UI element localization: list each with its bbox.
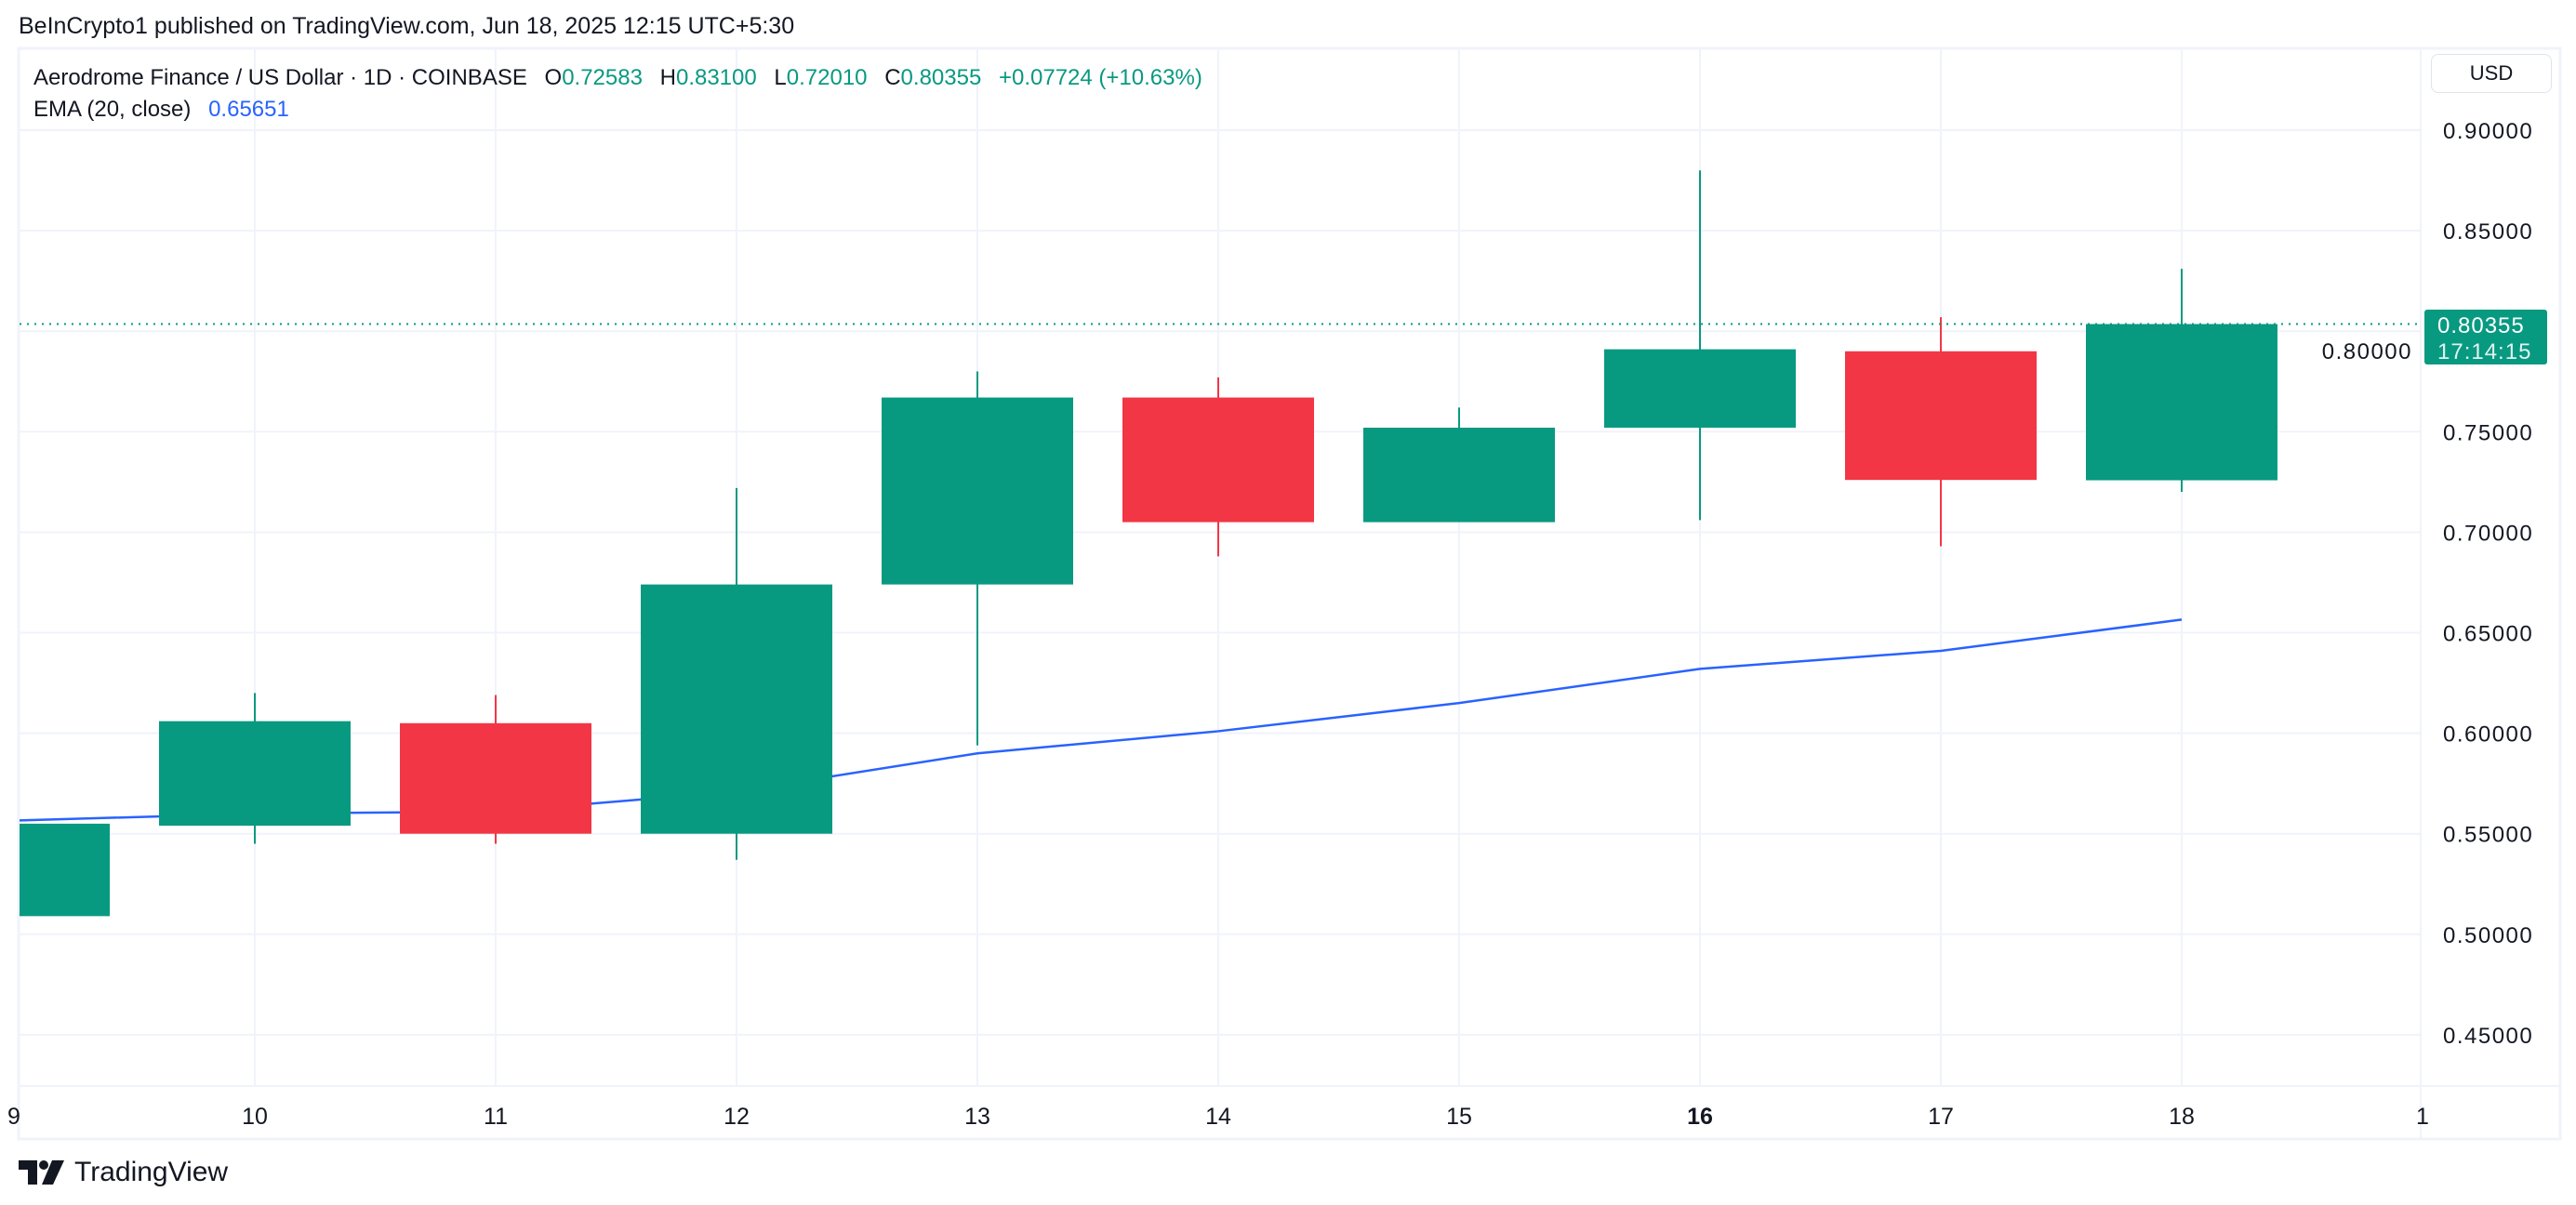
- open-value: 0.72583: [562, 65, 643, 90]
- close-label: C: [884, 65, 901, 90]
- y-tick-label: 0.45000: [2443, 1024, 2533, 1049]
- change-value: +0.07724 (+10.63%): [998, 65, 1202, 90]
- high-value: 0.83100: [675, 65, 757, 90]
- candle: [159, 693, 351, 844]
- candle: [882, 371, 1073, 746]
- low-label: L: [774, 65, 787, 90]
- high-label: H: [659, 65, 676, 90]
- candle: [1363, 407, 1555, 523]
- y-tick-label: 0.85000: [2443, 219, 2533, 245]
- candle-body: [641, 584, 832, 834]
- candle-body: [2086, 324, 2277, 481]
- candle-body: [20, 823, 110, 917]
- x-tick-label: 15: [1446, 1104, 1472, 1130]
- candle-body: [400, 722, 591, 834]
- x-tick-label: 17: [1928, 1104, 1954, 1130]
- candle: [2086, 269, 2277, 492]
- x-tick-label: 11: [484, 1104, 508, 1130]
- candle: [1122, 377, 1314, 557]
- x-tick-label: 12: [724, 1104, 750, 1130]
- low-value: 0.72010: [786, 65, 868, 90]
- tradingview-logo-icon: [19, 1160, 64, 1185]
- y-tick-label: 0.65000: [2443, 622, 2533, 647]
- chart-frame: [17, 46, 2562, 1141]
- ema-label[interactable]: EMA (20, close): [33, 97, 192, 122]
- y-tick-label: 0.80000: [2322, 339, 2412, 364]
- ema-legend: EMA (20, close) 0.65651: [33, 97, 289, 123]
- candle-body: [1604, 349, 1796, 428]
- candle-body: [159, 721, 351, 827]
- candle: [1604, 170, 1796, 521]
- ema-line: [20, 618, 2183, 822]
- y-tick-label: 0.55000: [2443, 823, 2533, 848]
- tradingview-brand: TradingView: [74, 1157, 229, 1187]
- x-tick-label: 16: [1687, 1104, 1713, 1130]
- x-tick-label: 13: [964, 1104, 990, 1130]
- bar-countdown: 17:14:15: [2437, 339, 2531, 364]
- x-tick-label: 14: [1205, 1104, 1231, 1130]
- symbol-legend: Aerodrome Finance / US Dollar · 1D · COI…: [33, 65, 1202, 91]
- open-label: O: [544, 65, 563, 90]
- x-tick-label: 18: [2169, 1104, 2195, 1130]
- candle: [641, 487, 832, 860]
- currency-button[interactable]: USD: [2431, 54, 2552, 93]
- y-tick-label: 0.60000: [2443, 722, 2533, 748]
- published-caption: BeInCrypto1 published on TradingView.com…: [19, 13, 795, 39]
- candle-body: [882, 397, 1073, 585]
- candle: [400, 695, 591, 844]
- x-tick-label: 1: [2416, 1104, 2429, 1130]
- symbol-name[interactable]: Aerodrome Finance / US Dollar · 1D · COI…: [33, 65, 527, 90]
- candle-body: [1122, 397, 1314, 523]
- candle: [20, 823, 110, 917]
- candle-body: [1845, 351, 2037, 481]
- x-tick-label: 9: [7, 1104, 20, 1130]
- y-tick-label: 0.90000: [2443, 119, 2533, 144]
- candle-body: [1363, 427, 1555, 523]
- tradingview-logo[interactable]: TradingView: [19, 1157, 228, 1188]
- ema-value: 0.65651: [208, 97, 289, 122]
- y-tick-label: 0.50000: [2443, 923, 2533, 948]
- close-value: 0.80355: [900, 65, 982, 90]
- x-tick-label: 10: [242, 1104, 268, 1130]
- candle: [1845, 317, 2037, 547]
- last-price-label: 0.80355 17:14:15: [2424, 310, 2547, 364]
- y-tick-label: 0.70000: [2443, 521, 2533, 546]
- last-price-value: 0.80355: [2437, 313, 2525, 338]
- y-tick-label: 0.75000: [2443, 420, 2533, 445]
